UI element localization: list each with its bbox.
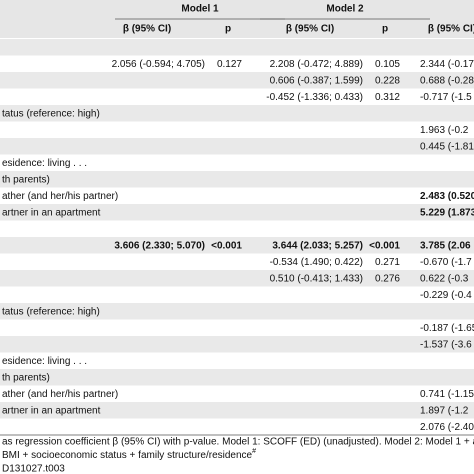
- cell: 0.741 (-1.15: [420, 389, 474, 400]
- row-bg: [0, 171, 474, 188]
- row-bg: [0, 220, 474, 237]
- row-label: esidence: living . . .: [2, 356, 87, 367]
- cell: -0.534 (1.490; 0.422): [270, 257, 363, 268]
- cell: 0.276: [375, 273, 400, 284]
- cell: -0.187 (-1.65: [420, 323, 474, 334]
- cell: 0.312: [375, 92, 400, 103]
- row-bg: [0, 402, 474, 419]
- footnote: as regression coefficient β (95% CI) wit…: [2, 437, 474, 448]
- row-bg: [0, 369, 474, 386]
- cell: -0.229 (-0.4: [420, 290, 472, 301]
- row-label: esidence: living . . .: [2, 158, 87, 169]
- cell: <0.001: [211, 240, 242, 251]
- row-label: ather (and her/his partner): [2, 191, 118, 202]
- column-header: p: [382, 24, 388, 35]
- row-label: tatus (reference: high): [2, 306, 100, 317]
- row-bg: [0, 385, 474, 402]
- cell: 3.606 (2.330; 5.070): [114, 240, 205, 251]
- cell: 2.076 (-2.40: [420, 422, 474, 433]
- cell: 0.105: [375, 59, 400, 70]
- row-bg: [0, 253, 474, 270]
- row-label: th parents): [2, 372, 50, 383]
- cell: 1.897 (-1.2: [420, 405, 469, 416]
- row-bg: [0, 270, 474, 287]
- cell: 0.127: [217, 59, 242, 70]
- cell: -0.717 (-1.5: [420, 92, 472, 103]
- row-bg: [0, 319, 474, 336]
- cell: 0.228: [375, 75, 400, 86]
- row-bg: [0, 72, 474, 89]
- row-bg: [0, 55, 474, 72]
- cell: -0.670 (-1.7: [420, 257, 472, 268]
- row-bg: [0, 187, 474, 204]
- footnote-mark: #: [252, 448, 256, 455]
- row-bg: [0, 88, 474, 105]
- cell: 3.785 (2.06: [420, 240, 471, 251]
- cell: 5.229 (1.873: [420, 207, 474, 218]
- cell: -0.452 (-1.336; 0.433): [266, 92, 363, 103]
- cell: 2.344 (-0.17: [420, 59, 474, 70]
- row-bg: [0, 352, 474, 369]
- cell: 0.445 (-1.81: [420, 141, 474, 152]
- cell: 2.483 (0.520: [420, 191, 474, 202]
- row-label: th parents): [2, 174, 50, 185]
- cell: 0.606 (-0.387; 1.599): [270, 75, 363, 86]
- row-bg: [0, 418, 474, 435]
- row-bg: [0, 39, 474, 56]
- row-bg: [0, 154, 474, 171]
- group-header: Model 1: [181, 4, 219, 15]
- row-bg: [0, 121, 474, 138]
- cell: 1.963 (-0.2: [420, 125, 469, 136]
- cell: 0.622 (-0.3: [420, 273, 469, 284]
- cell: 0.688 (-0.28: [420, 75, 474, 86]
- cell: 2.056 (-0.594; 4.705): [112, 59, 205, 70]
- row-label: artner in an apartment: [2, 207, 101, 218]
- row-bg: [0, 204, 474, 221]
- column-header: β (95% CI): [428, 24, 474, 35]
- cell: 0.271: [375, 257, 400, 268]
- table-doi: D131027.t003: [2, 464, 65, 474]
- row-bg: [0, 336, 474, 353]
- row-bg: [0, 105, 474, 122]
- cell: -1.537 (-3.6: [420, 339, 472, 350]
- cell: <0.001: [369, 240, 400, 251]
- column-header: p: [225, 24, 231, 35]
- cell: 2.208 (-0.472; 4.889): [270, 59, 363, 70]
- cell: 3.644 (2.033; 5.257): [272, 240, 363, 251]
- row-bg: [0, 237, 474, 254]
- row-bg: [0, 286, 474, 303]
- cell: 0.510 (-0.413; 1.433): [270, 273, 363, 284]
- row-bg: [0, 138, 474, 155]
- group-header: Model 2: [326, 4, 364, 15]
- row-label: ather (and her/his partner): [2, 389, 118, 400]
- footnote-text: BMI + socioeconomic status + family stru…: [2, 450, 253, 461]
- row-bg: [0, 303, 474, 320]
- column-header: β (95% CI): [123, 24, 171, 35]
- row-label: tatus (reference: high): [2, 108, 100, 119]
- footnote: BMI + socioeconomic status + family stru…: [2, 448, 256, 461]
- column-header: β (95% CI): [286, 24, 334, 35]
- row-label: artner in an apartment: [2, 405, 101, 416]
